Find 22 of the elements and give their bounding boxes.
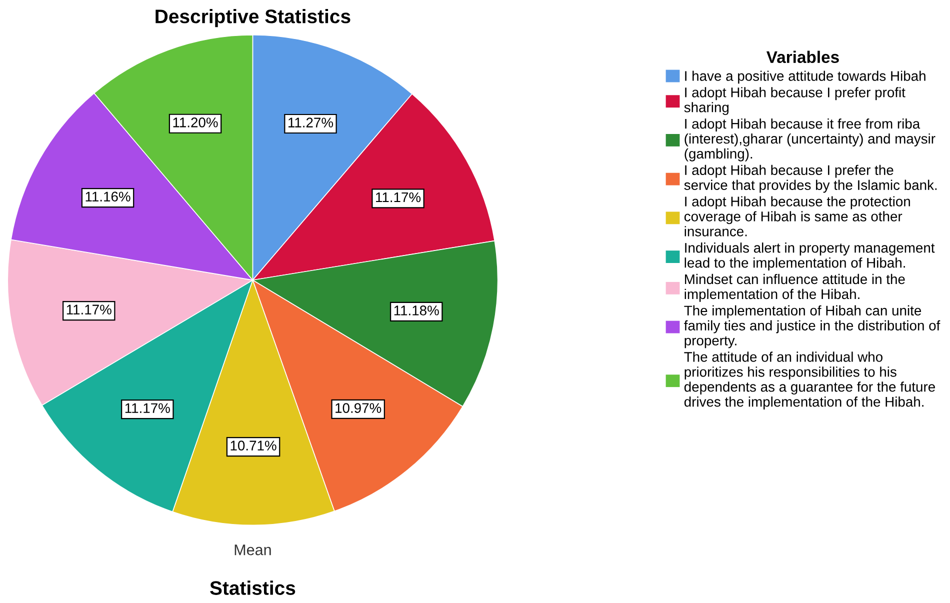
legend-label: I adopt Hibah because I prefer profit sharing	[684, 87, 906, 116]
data-label: 10.97%	[336, 403, 382, 413]
data-label: 11.17%	[125, 403, 170, 413]
legend-label: The attitude of an individual who prioritizes his responsibilities to his dependents as a guarantee for the future drives the implementation of the Hibah.	[684, 352, 935, 410]
legend-label: The implementation of Hibah can unite family ties and justice in the distribution of property.	[684, 305, 940, 348]
legend-label: I have a positive attitude towards Hibah	[685, 70, 926, 84]
data-label: 11.20%	[173, 118, 218, 128]
data-label: 11.27%	[288, 118, 334, 128]
data-label: 11.17%	[66, 304, 112, 314]
data-label: 11.17%	[376, 192, 421, 202]
data-label: 10.71%	[230, 440, 276, 450]
legend-label: I adopt Hibah because the protection coverage of Hibah is same as other insurance.	[684, 196, 910, 236]
text: Statistics	[210, 580, 296, 595]
text: Mean	[234, 544, 271, 556]
legend-label: I adopt Hibah because I prefer the service that provides by the Islamic bank.	[684, 164, 937, 193]
legend-label: I adopt Hibah because it free from riba (interest),gharar (uncertainty) and maysir (gambling).	[684, 118, 936, 162]
data-label: 11.18%	[394, 306, 439, 316]
legend-label: Individuals alert in property management lead to the implementation of Hibah.	[684, 242, 935, 270]
chart-title: Descriptive Statistics	[156, 9, 350, 28]
data-label: 11.16%	[86, 192, 130, 202]
legend-label: Mindset can influence attitude in the implementation of the Hibah.	[684, 274, 905, 302]
legend-title: Variables	[766, 50, 839, 64]
